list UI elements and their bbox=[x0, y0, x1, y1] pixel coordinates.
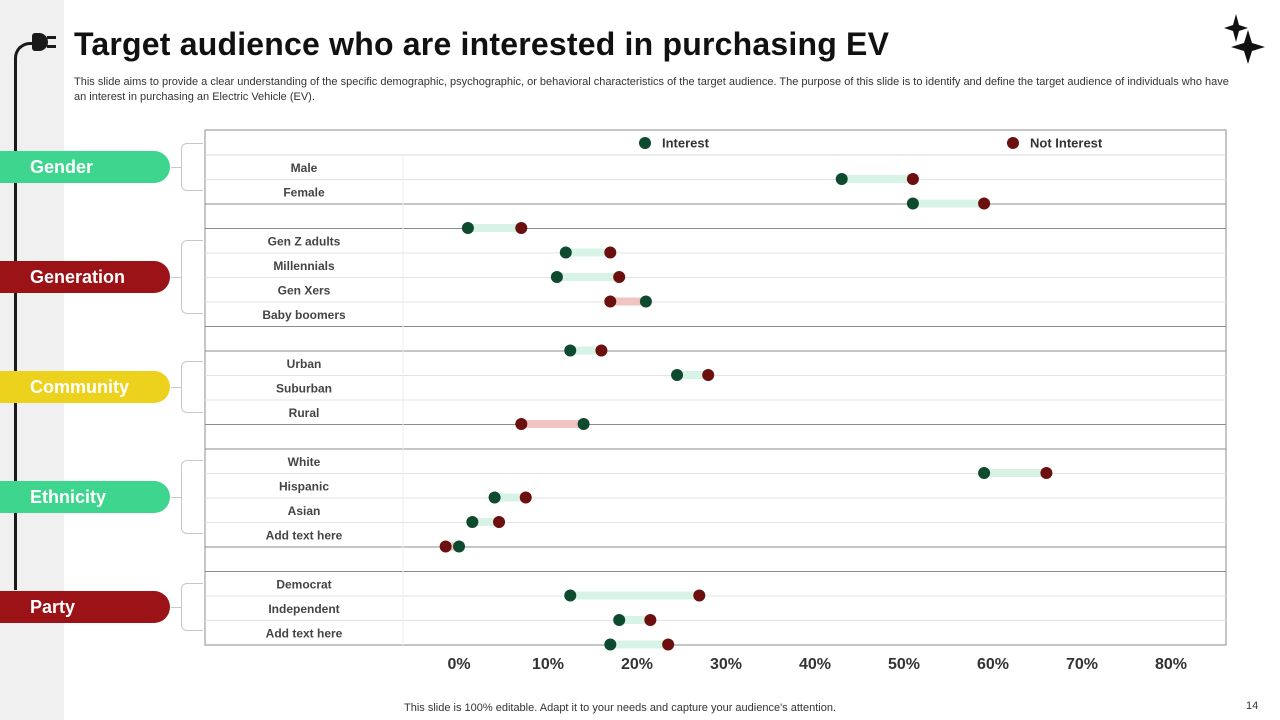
sparkle-icon bbox=[1224, 14, 1265, 64]
row-label: Rural bbox=[289, 406, 320, 420]
x-tick-label: 60% bbox=[977, 656, 1009, 673]
not-interest-point bbox=[515, 418, 528, 430]
x-tick-label: 80% bbox=[1155, 656, 1187, 673]
plug-prong-bottom bbox=[47, 45, 56, 48]
row-label: Asian bbox=[288, 504, 321, 518]
x-tick-label: 20% bbox=[621, 656, 653, 673]
interest-point bbox=[564, 344, 577, 357]
row-label: Female bbox=[283, 186, 325, 200]
interest-point bbox=[671, 369, 684, 381]
dumbbell-bar bbox=[610, 640, 669, 649]
row-label: Urban bbox=[287, 357, 322, 371]
footer-note: This slide is 100% editable. Adapt it to… bbox=[404, 702, 836, 714]
row-label: Add text here bbox=[266, 627, 343, 641]
interest-point bbox=[906, 197, 919, 210]
not-interest-point bbox=[604, 246, 617, 259]
interest-point bbox=[577, 418, 590, 430]
dumbbell-bar bbox=[841, 175, 913, 183]
interest-point bbox=[466, 516, 479, 528]
brace-tick-party bbox=[171, 607, 182, 608]
group-pill-community: Community bbox=[0, 371, 170, 403]
row-label: Independent bbox=[268, 602, 339, 616]
not-interest-point bbox=[604, 295, 617, 308]
x-tick-label: 70% bbox=[1066, 656, 1098, 673]
dumbbell-bar bbox=[467, 224, 522, 232]
not-interest-point bbox=[519, 491, 532, 504]
row-label: Gen Z adults bbox=[268, 235, 341, 249]
dumbbell-bar bbox=[570, 346, 602, 355]
group-pill-ethnicity: Ethnicity bbox=[0, 481, 170, 513]
row-label: Add text here bbox=[266, 529, 343, 543]
dumbbell-bar bbox=[556, 273, 620, 281]
not-interest-point bbox=[702, 369, 715, 381]
power-cord bbox=[14, 42, 36, 590]
interest-point bbox=[453, 540, 465, 553]
interest-point bbox=[604, 638, 617, 651]
dumbbell-chart: Interest Not Interest Male Female Gen Z adul… bbox=[204, 129, 1227, 673]
dumbbell-bar bbox=[565, 248, 611, 257]
interest-point bbox=[978, 467, 991, 479]
row-label: White bbox=[288, 455, 321, 469]
not-interest-point bbox=[906, 173, 919, 185]
not-interest-point bbox=[515, 222, 528, 234]
row-label: Democrat bbox=[276, 578, 331, 592]
interest-point bbox=[461, 222, 474, 234]
brace-tick-community bbox=[171, 387, 182, 388]
interest-point bbox=[639, 295, 652, 308]
interest-point bbox=[835, 173, 848, 185]
page-subtitle: This slide aims to provide a clear under… bbox=[74, 76, 1229, 103]
row-label: Hispanic bbox=[279, 480, 329, 494]
brace-tick-gender bbox=[171, 167, 182, 168]
interest-point bbox=[564, 589, 577, 602]
dumbbell-bar bbox=[445, 542, 459, 551]
legend-marker-interest bbox=[639, 137, 651, 149]
group-pill-gender: Gender bbox=[0, 151, 170, 183]
dumbbell-bar bbox=[912, 199, 985, 208]
dumbbell-bar bbox=[521, 420, 584, 428]
not-interest-point bbox=[595, 344, 608, 357]
row-label: Millennials bbox=[273, 259, 335, 273]
dumbbell-bar bbox=[677, 371, 709, 379]
not-interest-point bbox=[439, 540, 452, 553]
legend-label-not-interest: Not Interest bbox=[1030, 136, 1103, 151]
not-interest-point bbox=[613, 271, 626, 283]
not-interest-point bbox=[978, 197, 991, 210]
legend-marker-not-interest bbox=[1007, 137, 1019, 149]
dumbbell-bar bbox=[472, 518, 500, 526]
group-pill-party: Party bbox=[0, 591, 170, 623]
row-label: Gen Xers bbox=[278, 284, 331, 298]
chart-frame bbox=[204, 129, 1227, 646]
dumbbell-bar bbox=[570, 591, 700, 600]
row-label: Baby boomers bbox=[262, 308, 346, 322]
dumbbell-bar bbox=[619, 616, 651, 624]
not-interest-point bbox=[662, 638, 675, 651]
x-tick-label: 40% bbox=[799, 656, 831, 673]
interest-point bbox=[550, 271, 563, 283]
legend-label-interest: Interest bbox=[662, 136, 710, 151]
brace-tick-ethnicity bbox=[171, 497, 182, 498]
x-tick-label: 50% bbox=[888, 656, 920, 673]
row-label: Male bbox=[291, 161, 318, 175]
dumbbell-bar bbox=[984, 469, 1047, 477]
interest-point bbox=[488, 491, 501, 504]
row-label: Suburban bbox=[276, 382, 332, 396]
interest-point bbox=[613, 614, 626, 626]
plug-prong-top bbox=[47, 36, 56, 39]
x-tick-label: 0% bbox=[447, 656, 470, 673]
dumbbell-bar bbox=[610, 297, 646, 306]
page-number: 14 bbox=[1246, 700, 1259, 712]
interest-point bbox=[559, 246, 572, 259]
not-interest-point bbox=[493, 516, 506, 528]
dumbbell-bar bbox=[494, 493, 526, 502]
x-tick-label: 30% bbox=[710, 656, 742, 673]
plug-icon bbox=[32, 33, 48, 51]
not-interest-point bbox=[644, 614, 657, 626]
x-tick-label: 10% bbox=[532, 656, 564, 673]
page-title: Target audience who are interested in pu… bbox=[74, 26, 890, 62]
not-interest-point bbox=[1040, 467, 1053, 479]
not-interest-point bbox=[693, 589, 706, 602]
brace-tick-generation bbox=[171, 277, 182, 278]
group-pill-generation: Generation bbox=[0, 261, 170, 293]
